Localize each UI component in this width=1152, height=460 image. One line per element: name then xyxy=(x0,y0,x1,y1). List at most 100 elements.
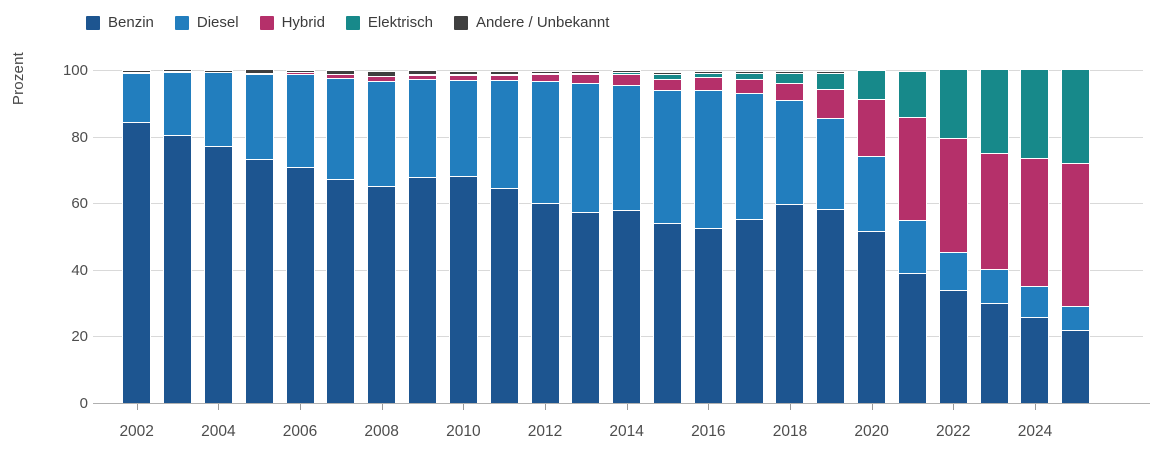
bar-2004-andere-unbekannt xyxy=(204,70,232,72)
legend-item-diesel[interactable]: Diesel xyxy=(174,15,239,30)
x-tick-2020 xyxy=(871,404,873,410)
x-tick-label-2008: 2008 xyxy=(364,423,399,440)
legend-item-hybrid[interactable]: Hybrid xyxy=(259,15,325,30)
bar-2012-diesel xyxy=(531,80,559,204)
x-tick-2012 xyxy=(545,404,546,410)
x-tick-2024 xyxy=(1034,404,1036,410)
bar-2023-benzin xyxy=(980,303,1008,403)
legend-item-elektrisch[interactable]: Elektrisch xyxy=(345,14,433,31)
bar-2018-elektrisch xyxy=(776,72,804,83)
bar-2016-elektrisch xyxy=(694,72,722,78)
bar-2010-hybrid xyxy=(449,74,477,80)
y-tick-label-100: 100 xyxy=(62,62,88,79)
bar-2018-hybrid xyxy=(776,82,804,101)
bar-2012-hybrid xyxy=(531,74,559,81)
bar-2021-hybrid xyxy=(898,116,926,220)
bar-2025-elektrisch xyxy=(1062,70,1090,164)
x-tick-2008 xyxy=(381,404,383,410)
bar-2020-diesel xyxy=(858,155,886,232)
bar-2009-hybrid xyxy=(409,74,436,80)
x-tick-label-2016: 2016 xyxy=(691,423,726,440)
andere-swatch-icon xyxy=(453,15,468,30)
bar-2025-diesel xyxy=(1062,306,1090,331)
x-tick-2010 xyxy=(463,404,465,410)
bar-2009-andere-unbekannt xyxy=(409,71,436,74)
benzin-swatch-icon xyxy=(86,15,100,30)
bar-2024-hybrid xyxy=(1021,157,1049,287)
bar-2004-diesel xyxy=(204,71,232,146)
x-tick-label-2004: 2004 xyxy=(201,423,236,440)
bar-2002-andere-unbekannt xyxy=(123,71,151,72)
gridline-100 xyxy=(93,70,1143,71)
y-tick-label-40: 40 xyxy=(71,261,88,279)
bar-2013-benzin xyxy=(572,211,600,403)
x-tick-2018 xyxy=(789,404,791,410)
bar-2006-hybrid xyxy=(286,71,314,75)
bar-2007-hybrid xyxy=(327,74,355,78)
bar-2018-diesel xyxy=(776,100,804,204)
bar-2008-benzin xyxy=(368,185,396,403)
legend-label: Benzin xyxy=(108,14,154,31)
bar-2017-benzin xyxy=(735,219,763,403)
x-axis-line xyxy=(93,403,1150,404)
bar-2011-hybrid xyxy=(490,74,518,81)
bar-2010-andere-unbekannt xyxy=(449,72,477,74)
bar-2019-benzin xyxy=(817,208,845,403)
bar-2021-elektrisch xyxy=(898,71,926,117)
bar-2011-andere-unbekannt xyxy=(490,72,518,74)
bar-2022-benzin xyxy=(939,290,967,403)
bar-2005-benzin xyxy=(245,158,273,403)
bar-2006-andere-unbekannt xyxy=(286,71,314,72)
bar-2004-benzin xyxy=(204,145,232,403)
hybrid-swatch-icon xyxy=(259,15,274,30)
bar-2015-elektrisch xyxy=(653,73,681,79)
bar-2006-diesel xyxy=(286,74,314,167)
elektrisch-swatch-icon xyxy=(345,15,360,30)
bar-2013-andere-unbekannt xyxy=(572,71,600,73)
bar-2011-elektrisch xyxy=(490,73,518,75)
bar-2023-hybrid xyxy=(980,153,1008,269)
bar-2023-diesel xyxy=(980,268,1008,304)
bar-2016-hybrid xyxy=(694,77,722,90)
bar-2012-elektrisch xyxy=(531,73,559,75)
bar-2015-benzin xyxy=(653,222,681,403)
bar-2022-elektrisch xyxy=(939,70,967,139)
bar-2012-andere-unbekannt xyxy=(531,72,559,74)
bar-2007-andere-unbekannt xyxy=(327,70,355,74)
bar-2009-diesel xyxy=(409,79,436,177)
bar-2017-elektrisch xyxy=(735,72,763,79)
bar-2022-hybrid xyxy=(939,138,967,253)
bar-2005-andere-unbekannt xyxy=(245,70,273,73)
bar-2015-hybrid xyxy=(653,78,681,91)
x-tick-2016 xyxy=(708,404,710,410)
bar-2018-benzin xyxy=(776,203,804,403)
x-tick-2002 xyxy=(136,404,138,410)
legend-label: Elektrisch xyxy=(367,14,433,31)
bar-2020-elektrisch xyxy=(858,71,886,100)
bar-2021-benzin xyxy=(898,273,926,403)
bar-2019-elektrisch xyxy=(817,72,845,89)
bar-2019-andere-unbekannt xyxy=(817,71,845,73)
bar-2014-benzin xyxy=(613,209,641,403)
bar-2014-hybrid xyxy=(613,74,641,85)
legend-item-benzin[interactable]: Benzin xyxy=(86,15,154,30)
x-tick-2006 xyxy=(300,404,302,410)
x-tick-label-2012: 2012 xyxy=(527,423,563,440)
bar-2008-diesel xyxy=(368,80,396,186)
bar-2024-diesel xyxy=(1021,286,1049,317)
bar-2002-benzin xyxy=(123,121,151,403)
bar-2017-diesel xyxy=(735,92,763,220)
diesel-swatch-icon xyxy=(174,15,189,30)
bar-2005-hybrid xyxy=(245,72,273,74)
legend-item-andere[interactable]: Andere / Unbekannt xyxy=(453,15,609,30)
bar-2023-elektrisch xyxy=(980,70,1008,154)
bar-2012-benzin xyxy=(531,203,559,403)
bar-2013-elektrisch xyxy=(572,72,600,74)
bar-2022-diesel xyxy=(939,252,967,291)
bar-2014-diesel xyxy=(613,84,641,210)
bar-2006-benzin xyxy=(286,166,314,403)
x-tick-label-2002: 2002 xyxy=(119,423,154,440)
bar-2019-diesel xyxy=(817,117,845,209)
y-tick-label-20: 20 xyxy=(71,328,88,346)
